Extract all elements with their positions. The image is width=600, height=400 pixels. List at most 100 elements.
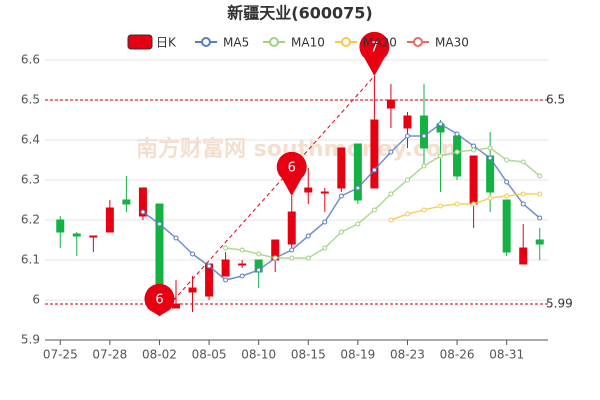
y-tick-label: 6.4 — [21, 133, 40, 147]
ma-point — [404, 133, 410, 139]
candle-body — [188, 287, 197, 293]
candle-body — [221, 259, 230, 277]
ma-point — [487, 145, 493, 151]
legend-label: MA10 — [291, 36, 325, 50]
x-tick-label: 08-02 — [142, 348, 177, 362]
candle-body — [420, 115, 428, 149]
legend-label: MA20 — [363, 36, 397, 50]
legend-label: MA30 — [435, 36, 469, 50]
candle-body — [56, 219, 65, 233]
candle-body — [287, 211, 296, 245]
ma-point — [322, 245, 328, 251]
ma-point — [421, 163, 427, 169]
ma-point — [537, 191, 543, 197]
candle-body — [469, 155, 478, 205]
ma-point — [256, 267, 262, 273]
ma-point — [438, 153, 444, 159]
ma-point — [421, 133, 427, 139]
candle-body — [386, 99, 395, 109]
ma-point — [289, 247, 295, 253]
ma-line — [225, 147, 541, 259]
candle-body — [535, 239, 544, 245]
ma-point — [421, 207, 427, 213]
candle-body — [320, 191, 329, 194]
y-tick-label: 6.3 — [21, 173, 40, 187]
pin-marker — [359, 31, 390, 76]
x-tick-label: 08-31 — [489, 348, 524, 362]
reference-label: 6.5 — [546, 93, 565, 107]
ma-point — [239, 273, 245, 279]
ma-point — [438, 121, 444, 127]
candle-body — [403, 115, 412, 129]
candle-body — [138, 187, 147, 217]
y-tick-label: 6.2 — [21, 213, 40, 227]
ma-point — [454, 201, 460, 207]
ma-point — [520, 159, 526, 165]
ma-line — [390, 193, 540, 221]
ma-point — [239, 247, 245, 253]
ma-point — [322, 219, 328, 225]
ma-point — [173, 235, 179, 241]
ma-point — [520, 191, 526, 197]
ma-point — [338, 193, 344, 199]
ma-point — [388, 149, 394, 155]
x-tick-label: 08-26 — [440, 348, 475, 362]
y-tick-label: 5.9 — [21, 333, 40, 347]
ma-point — [223, 277, 229, 283]
x-tick-label: 08-15 — [291, 348, 326, 362]
ma-point — [487, 155, 493, 161]
ma-point — [156, 221, 162, 227]
candle-body — [172, 303, 180, 309]
legend-label: MA5 — [223, 36, 249, 50]
candle-body — [370, 119, 379, 189]
ma-point — [190, 251, 196, 257]
y-tick-label: 6.1 — [21, 253, 40, 267]
ma-point — [338, 229, 344, 235]
x-tick-label: 08-23 — [390, 348, 425, 362]
x-tick-label: 07-28 — [92, 348, 127, 362]
ma-point — [454, 149, 460, 155]
chart-title: 新疆天业(600075) — [227, 4, 372, 23]
ma-point — [388, 191, 394, 197]
ma-point — [305, 233, 311, 239]
ma-point — [537, 215, 543, 221]
ma-point — [537, 173, 543, 179]
candle-body — [72, 233, 81, 237]
ma-point — [371, 167, 377, 173]
candle-body — [304, 187, 313, 193]
ma-point — [504, 157, 510, 163]
candle-body — [519, 247, 528, 265]
trend-line — [159, 75, 375, 317]
reference-label: 5.99 — [546, 297, 573, 311]
candle-body — [89, 235, 98, 238]
ma-point — [371, 207, 377, 213]
pin-label: 7 — [370, 41, 378, 56]
ma-point — [223, 245, 229, 251]
ma-point — [305, 255, 311, 261]
y-tick-label: 6.5 — [21, 93, 40, 107]
legend-icon — [269, 37, 279, 47]
ma-point — [504, 179, 510, 185]
candle-body — [502, 199, 511, 253]
legend-icon — [127, 34, 153, 50]
x-tick-label: 08-10 — [241, 348, 276, 362]
y-tick-label: 6.6 — [21, 53, 40, 67]
ma-point — [140, 209, 146, 215]
ma-point — [471, 143, 477, 149]
ma-point — [355, 221, 361, 227]
candle-body — [337, 147, 346, 189]
pin-marker — [276, 151, 307, 196]
x-tick-label: 08-05 — [192, 348, 227, 362]
candle-body — [105, 207, 114, 233]
x-tick-label: 07-25 — [43, 348, 78, 362]
legend-label: 日K — [156, 36, 177, 50]
ma-point — [355, 185, 361, 191]
ma-point — [404, 177, 410, 183]
legend-icon — [413, 37, 423, 47]
ma-point — [388, 217, 394, 223]
candle-body — [155, 203, 164, 289]
ma-point — [504, 193, 510, 199]
candle-body — [353, 143, 362, 201]
legend-icon — [201, 37, 211, 47]
